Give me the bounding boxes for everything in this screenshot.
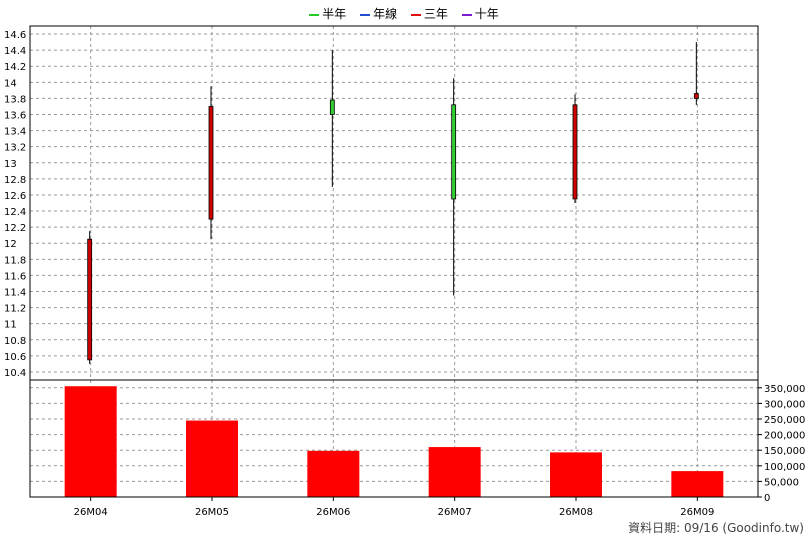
price-tick-label: 12.4 xyxy=(4,207,26,218)
price-tick-label: 14.2 xyxy=(4,62,26,73)
legend-item-half-year: 半年 xyxy=(309,5,346,22)
plot-area xyxy=(30,26,758,497)
candle-body xyxy=(693,93,699,99)
data-date-footer: 資料日期: 09/16 (Goodinfo.tw) xyxy=(628,521,804,535)
price-tick-label: 11.4 xyxy=(4,288,26,299)
price-tick-label: 11.2 xyxy=(4,304,26,315)
x-tick-label: 26M08 xyxy=(559,507,593,518)
price-tick-label: 14 xyxy=(4,78,17,89)
x-tick-label: 26M09 xyxy=(680,507,714,518)
price-tick-label: 10.6 xyxy=(4,352,26,363)
price-tick-label: 12.6 xyxy=(4,191,26,202)
price-tick-label: 14.4 xyxy=(4,46,26,57)
price-tick-label: 12 xyxy=(4,239,17,250)
plot-border xyxy=(29,25,759,498)
legend-label-three-year: 三年 xyxy=(423,7,448,21)
x-tick-label: 26M06 xyxy=(316,507,350,518)
volume-tick-label: 200,000 xyxy=(764,431,805,442)
price-tick-label: 13.6 xyxy=(4,111,26,122)
price-tick-label: 13 xyxy=(4,159,17,170)
candle-body xyxy=(87,238,93,361)
chart-legend: 半年 年線 三年 十年 xyxy=(0,5,808,22)
candle-body xyxy=(329,99,335,115)
x-tick-label: 26M05 xyxy=(195,507,229,518)
volume-bar xyxy=(307,450,360,497)
legend-swatch-three-year xyxy=(410,13,421,16)
price-tick-label: 13.4 xyxy=(4,127,26,138)
volume-tick-label: 250,000 xyxy=(764,415,805,426)
legend-label-half-year: 半年 xyxy=(322,7,347,21)
legend-swatch-annual xyxy=(360,13,371,16)
price-tick-label: 13.8 xyxy=(4,94,26,105)
price-tick-label: 13.2 xyxy=(4,143,26,154)
legend-item-three-year: 三年 xyxy=(410,5,448,22)
volume-bar xyxy=(671,471,724,497)
legend-swatch-ten-year xyxy=(461,13,472,16)
x-tick-label: 26M07 xyxy=(438,507,472,518)
price-tick-label: 11.6 xyxy=(4,271,26,282)
candle-body xyxy=(208,106,214,220)
price-tick-label: 11.8 xyxy=(4,255,26,266)
legend-swatch-half-year xyxy=(309,13,320,16)
price-tick-label: 10.8 xyxy=(4,336,26,347)
legend-label-ten-year: 十年 xyxy=(474,7,499,21)
price-tick-label: 12.8 xyxy=(4,175,26,186)
volume-bar xyxy=(64,386,117,497)
candle-body xyxy=(572,104,578,200)
volume-tick-label: 50,000 xyxy=(764,477,799,488)
x-tick-label: 26M04 xyxy=(74,507,108,518)
volume-bar xyxy=(550,452,602,497)
volume-bar xyxy=(186,420,238,497)
volume-tick-label: 150,000 xyxy=(764,446,805,457)
price-tick-label: 12.2 xyxy=(4,223,26,234)
price-tick-label: 11 xyxy=(4,320,17,331)
volume-tick-label: 350,000 xyxy=(764,384,805,395)
volume-tick-label: 0 xyxy=(764,493,770,504)
volume-tick-label: 100,000 xyxy=(764,462,805,473)
legend-label-annual: 年線 xyxy=(373,7,398,21)
candle-body xyxy=(451,104,457,200)
volume-bar xyxy=(428,447,481,497)
price-tick-label: 14.6 xyxy=(4,30,26,41)
volume-tick-label: 300,000 xyxy=(764,399,805,410)
price-tick-label: 10.4 xyxy=(4,368,26,379)
legend-item-annual: 年線 xyxy=(360,5,397,22)
legend-item-ten-year: 十年 xyxy=(461,5,499,22)
